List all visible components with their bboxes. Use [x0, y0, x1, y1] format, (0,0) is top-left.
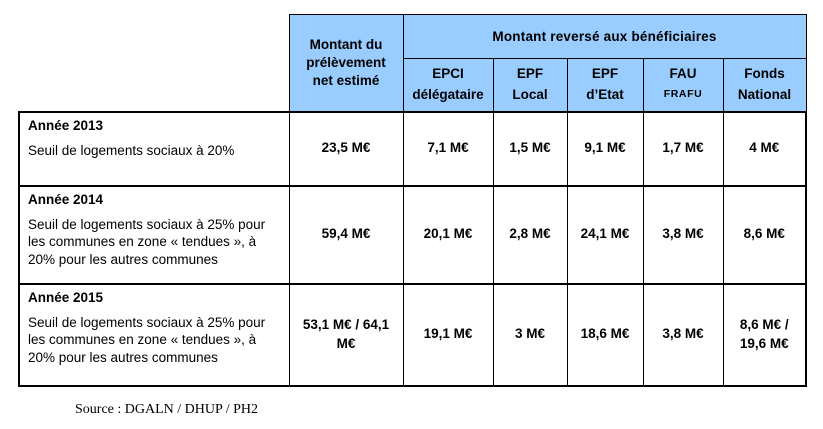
table-row-2013: Année 2013 Seuil de logements sociaux à …: [18, 110, 808, 187]
header-line: National: [737, 86, 792, 102]
row-label-2015: Année 2015 Seuil de logements sociaux à …: [18, 282, 290, 387]
cell-fonds: 8,6 M€ / 19,6 M€: [722, 282, 808, 387]
header-line: Fonds: [744, 65, 785, 81]
cell-epci: 19,1 M€: [402, 282, 494, 387]
cell-epci: 20,1 M€: [402, 184, 494, 285]
header-line: EPF: [516, 65, 544, 81]
table-row-2014: Année 2014 Seuil de logements sociaux à …: [18, 184, 808, 285]
cell-epf-etat: 18,6 M€: [566, 282, 644, 387]
cell-prelevement: 23,5 M€: [288, 110, 404, 187]
row-description: Seuil de logements sociaux à 25% pour le…: [28, 314, 266, 365]
header-row-group: Montant du prélèvement net estimé Montan…: [19, 14, 807, 112]
row-description: Seuil de logements sociaux à 25% pour le…: [28, 216, 266, 267]
header-fonds-national: Fonds National: [722, 58, 807, 112]
row-year: Année 2015: [28, 289, 104, 305]
header-line: EPCI: [432, 65, 464, 81]
header-row-sub: EPCI délégataire EPF Local EPF d’Etat FA…: [19, 58, 807, 112]
cell-epf-local: 2,8 M€: [492, 184, 568, 285]
row-label-2014: Année 2014 Seuil de logements sociaux à …: [18, 184, 290, 285]
header-epf-etat: EPF d’Etat: [566, 58, 644, 112]
cell-fonds: 4 M€: [722, 110, 808, 187]
report-table: Montant du prélèvement net estimé Montan…: [18, 14, 808, 387]
header-fau-frafu: FAU FRAFU: [642, 58, 724, 112]
header-montant-reverse-beneficiaires: Montant reversé aux bénéficiaires: [402, 14, 807, 59]
cell-fau: 3,8 M€: [642, 282, 724, 387]
row-label-2013: Année 2013 Seuil de logements sociaux à …: [18, 110, 290, 187]
cell-epf-etat: 24,1 M€: [566, 184, 644, 285]
header-epci-delegataire: EPCI délégataire: [402, 58, 494, 112]
header-line: FRAFU: [663, 88, 703, 101]
header-epf-local: EPF Local: [492, 58, 568, 112]
cell-prelevement: 53,1 M€ / 64,1 M€: [288, 282, 404, 387]
cell-epf-local: 3 M€: [492, 282, 568, 387]
header-prelevement-net-estime: Montant du prélèvement net estimé: [288, 14, 404, 112]
cell-epf-local: 1,5 M€: [492, 110, 568, 187]
cell-fau: 1,7 M€: [642, 110, 724, 187]
table-row-2015: Année 2015 Seuil de logements sociaux à …: [18, 282, 808, 387]
header-line: d’Etat: [586, 86, 624, 102]
cell-prelevement: 59,4 M€: [288, 184, 404, 285]
row-description: Seuil de logements sociaux à 20%: [28, 142, 235, 158]
row-year: Année 2013: [28, 117, 104, 133]
corner-spacer: [19, 15, 289, 112]
header-line: Local: [512, 86, 548, 102]
cell-epf-etat: 9,1 M€: [566, 110, 644, 187]
header-line: FAU: [669, 66, 697, 82]
source-caption: Source : DGALN / DHUP / PH2: [75, 402, 259, 417]
cell-epci: 7,1 M€: [402, 110, 494, 187]
header-line: délégataire: [412, 86, 484, 102]
header-line: EPF: [591, 65, 619, 81]
cell-fau: 3,8 M€: [642, 184, 724, 285]
cell-fonds: 8,6 M€: [722, 184, 808, 285]
row-year: Année 2014: [28, 191, 104, 207]
